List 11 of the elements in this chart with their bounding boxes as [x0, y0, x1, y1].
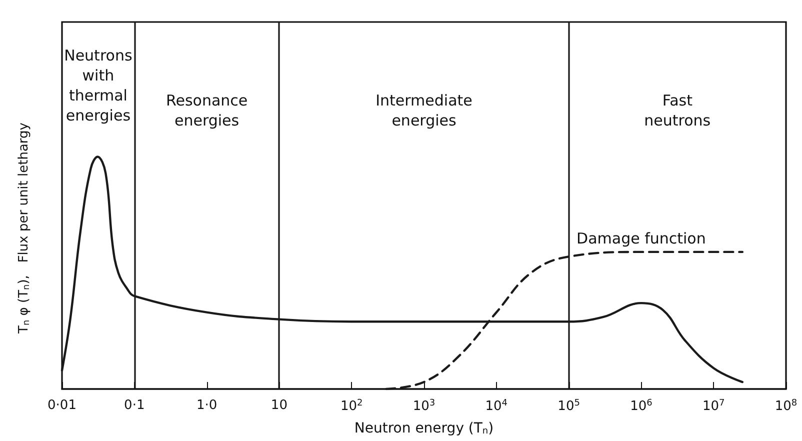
x-tick-label: 10 — [270, 398, 288, 413]
text: Fast neutrons — [644, 91, 711, 130]
x-axis-title: Neutron energy (Tn) — [354, 420, 494, 436]
text: Intermediate energies — [376, 91, 472, 130]
series-label: Damage function — [576, 229, 706, 248]
text: Neutrons with thermal energies — [64, 46, 132, 125]
x-tick-label: 0·01 — [48, 398, 76, 413]
x-tick-label: 0·1 — [124, 398, 145, 413]
text: Resonance energies — [166, 91, 248, 130]
y-axis-title: Tn φ (Tn), Flux per unit lethargy — [16, 122, 32, 334]
x-tick-label: 1·0 — [196, 398, 218, 413]
